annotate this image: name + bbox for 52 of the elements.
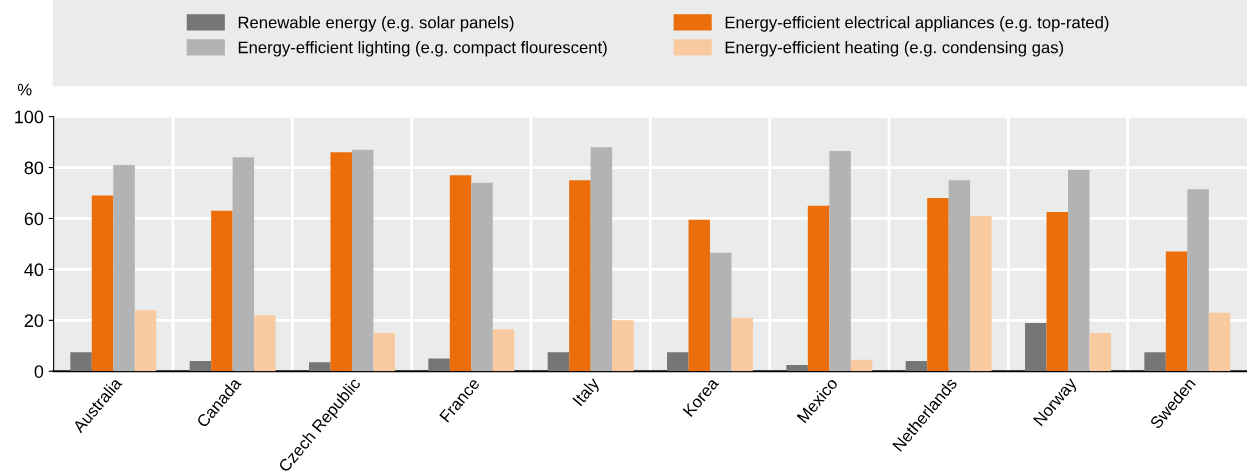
- bar: [232, 157, 255, 372]
- bar: [1208, 312, 1231, 372]
- y-tick-label: 20: [24, 314, 44, 328]
- bar: [330, 152, 352, 372]
- bar: [1089, 333, 1111, 372]
- bar: [547, 352, 570, 372]
- bar: [189, 361, 212, 372]
- bar: [850, 359, 873, 372]
- bar: [91, 195, 114, 372]
- bar: [829, 151, 851, 372]
- bar: [113, 165, 135, 372]
- bar: [70, 352, 92, 372]
- bar: [373, 333, 395, 372]
- y-tick-label: 60: [24, 212, 44, 226]
- bar: [807, 205, 830, 372]
- legend-label: Renewable energy (e.g. solar panels): [238, 16, 514, 32]
- bar: [1165, 251, 1188, 372]
- bar: [948, 180, 971, 372]
- bar: [970, 215, 992, 372]
- bar: [905, 361, 928, 372]
- bar: [449, 175, 472, 372]
- legend-label: Energy-efficient heating (e.g. condensing gas): [725, 41, 1064, 57]
- x-tick-label: Italy: [571, 376, 603, 409]
- bar: [471, 182, 493, 372]
- y-axis-title: %: [17, 83, 32, 96]
- y-tick-label: 80: [24, 161, 44, 175]
- y-tick-label: 0: [34, 365, 44, 378]
- bar: [1067, 170, 1090, 372]
- bar: [1144, 352, 1166, 372]
- bar: [351, 149, 374, 372]
- legend-label: Energy-efficient lighting (e.g. compact flourescent): [238, 41, 607, 57]
- bar: [731, 317, 753, 372]
- bar: [709, 252, 732, 372]
- bar: [492, 329, 515, 372]
- bar: [590, 147, 613, 372]
- legend-label: Energy-efficient electrical appliances (e.g. top-rated): [725, 16, 1109, 32]
- bar: [1025, 322, 1047, 372]
- bar: [254, 315, 276, 372]
- y-tick-label: 40: [24, 263, 44, 277]
- bar: [211, 210, 233, 372]
- bar: [1187, 189, 1209, 372]
- bar: [428, 358, 450, 372]
- bar: [927, 198, 949, 372]
- y-tick-label: 100: [15, 110, 44, 124]
- bar: [688, 219, 710, 372]
- bar: [1046, 212, 1068, 372]
- bar: [612, 320, 634, 372]
- bar: [667, 352, 689, 372]
- bar: [309, 362, 331, 372]
- bar: [569, 180, 591, 372]
- bar: [786, 364, 808, 372]
- bar: [134, 310, 157, 372]
